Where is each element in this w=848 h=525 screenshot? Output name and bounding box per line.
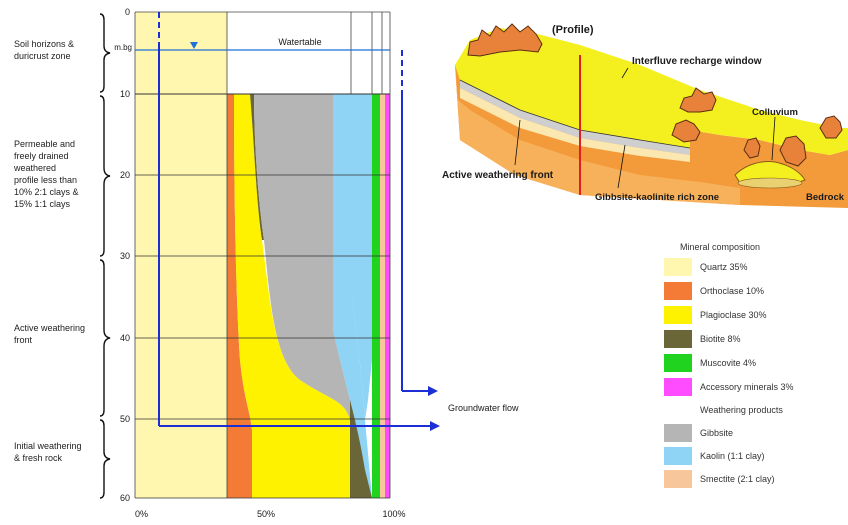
legend-swatch	[664, 282, 692, 300]
gibbsite-kaolinite-layer	[460, 80, 690, 155]
legend-item-label: Orthoclase 10%	[700, 286, 765, 296]
legend-swatch	[664, 258, 692, 276]
flow-arrow-upper-icon	[428, 386, 438, 396]
depth-tick: 20	[120, 170, 130, 180]
biotite-band	[350, 400, 372, 498]
x-tick: 0%	[135, 509, 148, 519]
profile-title: (Profile)	[552, 24, 594, 36]
depth-tick: 10	[120, 89, 130, 99]
active-front-label: Active weathering front	[442, 170, 554, 181]
legend-swatch	[664, 354, 692, 372]
landscape-profile	[455, 23, 848, 208]
kaolin-band	[333, 94, 372, 498]
legend-item-label: Quartz 35%	[700, 262, 748, 272]
horizon-label: Active weathering front	[14, 323, 86, 345]
legend-item-label: Muscovite 4%	[700, 358, 757, 368]
horizon-label: Initial weathering & fresh rock	[14, 441, 82, 463]
duricrust-crown	[743, 137, 761, 159]
legend-swatch	[664, 447, 692, 465]
depth-axis: 0 m.bg 10 20 30 40 50 60	[114, 7, 132, 503]
depth-tick: 30	[120, 251, 130, 261]
depth-tick: 0	[125, 7, 130, 17]
smectite-strip	[380, 94, 385, 498]
saprolite-pale-layer	[460, 88, 690, 162]
watertable-label: Watertable	[278, 37, 321, 47]
legend-header-minerals: Mineral composition	[680, 242, 761, 252]
colluvium-label: Colluvium	[752, 107, 798, 118]
depth-tick: 60	[120, 493, 130, 503]
accessory-band	[385, 94, 390, 498]
legend-swatch	[664, 378, 692, 396]
legend-swatch	[664, 330, 692, 348]
legend-swatch	[664, 424, 692, 442]
duricrust-crown	[779, 135, 807, 167]
depth-unit: m.bg	[114, 43, 132, 52]
x-axis: 0% 50% 100%	[135, 509, 406, 519]
interfluve-label: Interfluve recharge window	[632, 56, 762, 67]
legend-item-label: Plagioclase 30%	[700, 310, 767, 320]
groundwater-flow-label: Groundwater flow	[448, 403, 519, 413]
x-tick: 100%	[382, 509, 405, 519]
watertable-marker-icon	[190, 42, 198, 49]
legend-item-label: Gibbsite	[700, 428, 734, 438]
gibbsite-zone-label: Gibbsite-kaolinite rich zone	[595, 192, 719, 203]
duricrust-crown	[467, 23, 543, 57]
horizon-braces	[99, 13, 111, 499]
x-tick: 50%	[257, 509, 275, 519]
horizon-label: Permeable and freely drained weathered p…	[14, 139, 79, 209]
legend-header-products: Weathering products	[700, 405, 783, 415]
legend-item-label: Biotite 8%	[700, 334, 741, 344]
duricrust-crown	[671, 119, 701, 143]
muscovite-band	[372, 94, 380, 498]
legend-item-label: Smectite (2:1 clay)	[700, 474, 775, 484]
horizon-label: Soil horizons & duricrust zone	[14, 39, 75, 61]
plagioclase-band	[234, 94, 350, 498]
smectite-band	[352, 94, 372, 420]
legend-swatch	[664, 470, 692, 488]
bedrock-side-face	[455, 65, 740, 205]
duricrust-crown	[819, 115, 843, 139]
duricrust-crown	[679, 87, 717, 113]
weathering-column	[134, 11, 440, 499]
colluvium-base	[737, 177, 803, 189]
depth-tick: 50	[120, 414, 130, 424]
gibbsite-band	[254, 94, 350, 420]
quartz-band	[135, 12, 227, 498]
biotite-thin-band	[250, 94, 264, 240]
legend-item-label: Kaolin (1:1 clay)	[700, 451, 765, 461]
depth-tick: 40	[120, 333, 130, 343]
flow-arrow-lower-icon	[430, 421, 440, 431]
soil-zone-area	[227, 12, 390, 94]
orthoclase-band	[227, 94, 252, 498]
legend-swatch	[664, 306, 692, 324]
legend-item-label: Accessory minerals 3%	[700, 382, 794, 392]
interfluve-surface	[455, 28, 848, 155]
bedrock-label: Bedrock	[806, 192, 845, 203]
